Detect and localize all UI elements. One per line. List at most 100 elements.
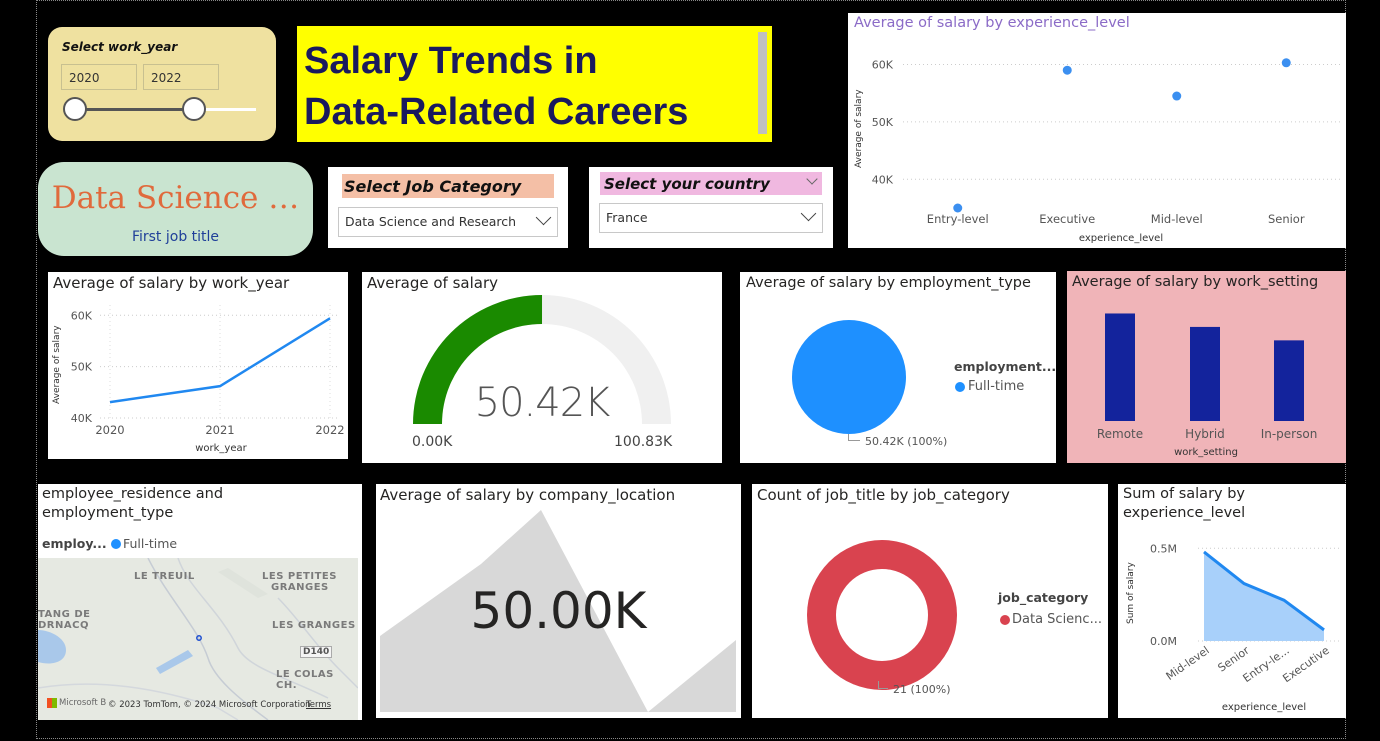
- company-location-value: 50.00K: [470, 582, 647, 640]
- salary-gauge-panel: Average of salary 50.42K 0.00K 100.83K: [362, 272, 722, 463]
- pie-data-label: 50.42K (100%): [865, 435, 948, 448]
- bar: [1190, 326, 1220, 421]
- gauge-fill: [413, 295, 543, 424]
- job-category-value: Data Science and Research: [345, 214, 517, 229]
- x-tick-label: Hybrid: [1185, 427, 1225, 441]
- legend-dot-icon: [955, 382, 965, 392]
- microsoft-logo-icon: [47, 698, 57, 708]
- residence-map-panel: employee_residence and employment_type e…: [38, 484, 362, 720]
- work-setting-bar-chart: work_setting Remote Hybrid In-person: [1097, 313, 1318, 458]
- work-setting-bar-panel: Average of salary by work_setting work_s…: [1067, 271, 1346, 463]
- experience-area-panel: Sum of salary by experience_level Sum of…: [1118, 484, 1346, 718]
- work-year-line-chart: Average of salary work_year 60K50K40K202…: [52, 305, 345, 454]
- gauge-max-label: 100.83K: [614, 434, 673, 450]
- legend-dot-icon: [1000, 615, 1010, 625]
- map-title-line2: employment_type: [42, 505, 174, 521]
- map-place-label: LES PETITES: [262, 571, 337, 582]
- donut-legend-title: job_category: [998, 590, 1089, 605]
- pie-legend-title: employment...: [954, 359, 1057, 374]
- y-tick-label: 40K: [872, 173, 894, 186]
- area-fill: [1204, 551, 1324, 641]
- gauge-min-label: 0.00K: [412, 434, 453, 450]
- work-year-slicer[interactable]: Select work_year 2020 2022: [48, 27, 276, 141]
- job-category-slicer[interactable]: Select Job Category Data Science and Res…: [328, 167, 568, 248]
- experience-area-chart: Sum of salary experience_level 0.5M 0.0MM…: [1126, 542, 1340, 713]
- experience-scatter-chart: Average of salary experience_level 60K 50…: [854, 58, 1341, 244]
- donut-leader-line: [878, 681, 888, 689]
- map-legend-title: employ...: [42, 536, 107, 551]
- scatter-point: [1281, 58, 1291, 68]
- y-tick-label: 50K: [71, 361, 93, 374]
- x-tick-label: Senior: [1268, 212, 1305, 226]
- bar: [1105, 313, 1135, 421]
- map-place-label: TANG DE: [38, 609, 91, 620]
- bar: [1274, 340, 1304, 421]
- job-category-donut-title: Count of job_title by job_category: [757, 486, 1010, 504]
- y-tick-label: 50K: [872, 116, 894, 129]
- x-tick-label: 2020: [95, 423, 124, 437]
- y-axis-title: Sum of salary: [1126, 561, 1136, 624]
- area-title-line1: Sum of salary by: [1123, 486, 1246, 502]
- banner-scrollbar[interactable]: [758, 32, 767, 134]
- work-year-line-title: Average of salary by work_year: [53, 274, 290, 292]
- year-from-input[interactable]: 2020: [61, 64, 137, 90]
- slicer-title: Select work_year: [62, 40, 178, 54]
- donut-legend-item[interactable]: Data Scienc...: [1012, 612, 1102, 627]
- map-legend-item[interactable]: Full-time: [123, 536, 178, 551]
- page-title-line2: Data-Related Careers: [304, 91, 689, 133]
- y-axis-title: Average of salary: [52, 325, 62, 404]
- job-category-dropdown[interactable]: Data Science and Research: [338, 207, 558, 237]
- scatter-point: [1172, 91, 1182, 101]
- x-tick-label: 2022: [315, 423, 344, 437]
- scatter-point: [953, 203, 963, 213]
- series-line: [109, 317, 331, 404]
- job-category-title: Select Job Category: [342, 174, 554, 198]
- x-tick-label: In-person: [1261, 427, 1318, 441]
- experience-scatter-title: Average of salary by experience_level: [854, 15, 1130, 31]
- background-shape: [380, 510, 736, 712]
- y-axis-title: Average of salary: [854, 89, 864, 168]
- road-shield: D140: [300, 646, 333, 658]
- company-location-panel: Average of salary by company_location 50…: [376, 484, 741, 718]
- pie-slice-full-time[interactable]: [792, 320, 906, 434]
- company-location-title: Average of salary by company_location: [380, 486, 676, 504]
- x-axis-title: work_setting: [1174, 447, 1238, 458]
- map-canvas[interactable]: LE TREUIL LES PETITES GRANGES TANG DE DR…: [38, 558, 358, 720]
- map-place-label: LE TREUIL: [134, 571, 195, 582]
- series-line: [1203, 550, 1325, 632]
- map-place-label: DRNACQ: [38, 620, 89, 631]
- salary-gauge-title: Average of salary: [367, 274, 499, 292]
- x-tick-label: Remote: [1097, 427, 1143, 441]
- slider-range: [76, 108, 194, 111]
- x-axis-title: experience_level: [1222, 702, 1306, 713]
- year-to-input[interactable]: 2022: [143, 64, 219, 90]
- y-tick-label: 60K: [872, 58, 894, 71]
- map-place-label: LE COLAS CH.: [276, 669, 334, 691]
- map-title-line1: employee_residence and: [42, 486, 224, 502]
- map-copyright: © 2023 TomTom, © 2024 Microsoft Corporat…: [108, 700, 311, 710]
- map-place-label: LES GRANGES: [272, 620, 356, 631]
- y-tick-label: 60K: [71, 309, 93, 322]
- map-terms-link[interactable]: Terms: [306, 700, 332, 710]
- country-slicer[interactable]: Select your country France: [589, 167, 833, 248]
- first-job-title-value: Data Science …: [51, 180, 300, 216]
- x-tick-label: 2021: [205, 423, 234, 437]
- country-title: Select your country: [600, 172, 822, 195]
- slider-end-handle[interactable]: [182, 97, 206, 121]
- map-point[interactable]: [196, 635, 202, 641]
- job-category-donut-panel: Count of job_title by job_category 21 (1…: [752, 484, 1108, 718]
- map-terrain: [38, 558, 358, 720]
- x-axis-title: work_year: [195, 443, 247, 454]
- x-tick-label: Mid-level: [1151, 212, 1203, 226]
- legend-dot-icon: [111, 539, 121, 549]
- slider-start-handle[interactable]: [63, 97, 87, 121]
- donut-hole: [836, 569, 928, 661]
- y-tick-label: 0.0M: [1150, 635, 1177, 648]
- work-year-line-panel: Average of salary by work_year Average o…: [48, 272, 348, 459]
- x-axis-title: experience_level: [1079, 233, 1163, 244]
- employment-pie-panel: Average of salary by employment_type 50.…: [740, 272, 1056, 463]
- chevron-down-icon: [800, 205, 817, 222]
- country-dropdown[interactable]: France: [599, 203, 823, 233]
- country-value: France: [606, 210, 648, 225]
- pie-legend-item[interactable]: Full-time: [968, 379, 1025, 394]
